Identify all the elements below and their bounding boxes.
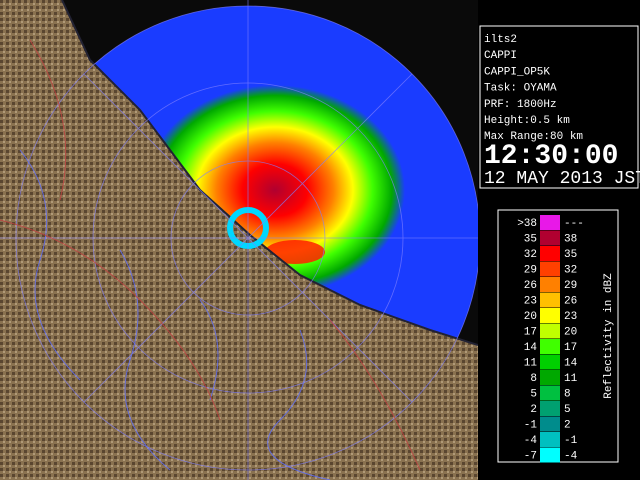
legend-low: -7 — [524, 451, 537, 463]
legend-low: >38 — [517, 218, 537, 230]
date: 12 MAY 2013 JST — [484, 169, 640, 189]
legend: >38 --- 35 38 32 35 29 32 26 29 23 26 20 23 17 20 14 17 11… — [517, 215, 584, 463]
legend-low: 5 — [530, 389, 537, 401]
legend-high: 29 — [564, 280, 577, 292]
legend-low: -4 — [524, 435, 538, 447]
legend-low: 20 — [524, 311, 537, 323]
legend-title: Reflectivity in dBZ — [603, 273, 615, 399]
legend-high: -4 — [564, 451, 578, 463]
legend-swatch — [540, 261, 560, 277]
info-line: Max Range:80 km — [484, 131, 583, 143]
info-line: ilts2 — [484, 34, 517, 46]
legend-low: 2 — [530, 404, 537, 416]
legend-high: 26 — [564, 296, 577, 308]
terrain — [0, 0, 478, 480]
legend-swatch — [540, 447, 560, 463]
info-line: Height:0.5 km — [484, 115, 570, 127]
info-line: CAPPI_OP5K — [484, 66, 550, 78]
legend-swatch — [540, 230, 560, 246]
legend-swatch — [540, 277, 560, 292]
info-panel: ilts2 CAPPI CAPPI_OP5K Task: OYAMA PRF: 1800… — [484, 34, 583, 143]
legend-high: 32 — [564, 265, 577, 277]
legend-swatch — [540, 246, 560, 261]
legend-high: 17 — [564, 342, 577, 354]
radar-map — [0, 0, 478, 480]
legend-swatch — [540, 370, 560, 385]
legend-low: 35 — [524, 234, 537, 246]
legend-swatch — [540, 215, 560, 230]
legend-high: 14 — [564, 358, 578, 370]
legend-swatch — [540, 292, 560, 308]
info-line: PRF: 1800Hz — [484, 99, 557, 111]
legend-low: 23 — [524, 296, 537, 308]
legend-swatch — [540, 401, 560, 416]
legend-low: 26 — [524, 280, 537, 292]
legend-swatch — [540, 432, 560, 447]
info-line: CAPPI — [484, 50, 517, 62]
legend-high: 8 — [564, 389, 571, 401]
legend-low: 14 — [524, 342, 538, 354]
time: 12:30:00 — [484, 141, 618, 172]
legend-swatch — [540, 416, 560, 432]
legend-high: -1 — [564, 435, 578, 447]
legend-high: 2 — [564, 420, 571, 432]
legend-low: -1 — [524, 420, 538, 432]
legend-high: 20 — [564, 327, 577, 339]
legend-low: 17 — [524, 327, 537, 339]
legend-high: 38 — [564, 234, 577, 246]
legend-swatch — [540, 354, 560, 370]
info-line: Task: OYAMA — [484, 83, 557, 95]
legend-swatch — [540, 308, 560, 323]
legend-high: 11 — [564, 373, 578, 385]
legend-high: --- — [564, 218, 584, 230]
legend-high: 35 — [564, 249, 577, 261]
legend-low: 11 — [524, 358, 538, 370]
legend-low: 32 — [524, 249, 537, 261]
legend-high: 23 — [564, 311, 577, 323]
legend-low: 8 — [530, 373, 537, 385]
legend-swatch — [540, 323, 560, 339]
legend-swatch — [540, 339, 560, 354]
info-box — [479, 25, 639, 189]
legend-swatch — [540, 385, 560, 401]
legend-low: 29 — [524, 265, 537, 277]
legend-high: 5 — [564, 404, 571, 416]
